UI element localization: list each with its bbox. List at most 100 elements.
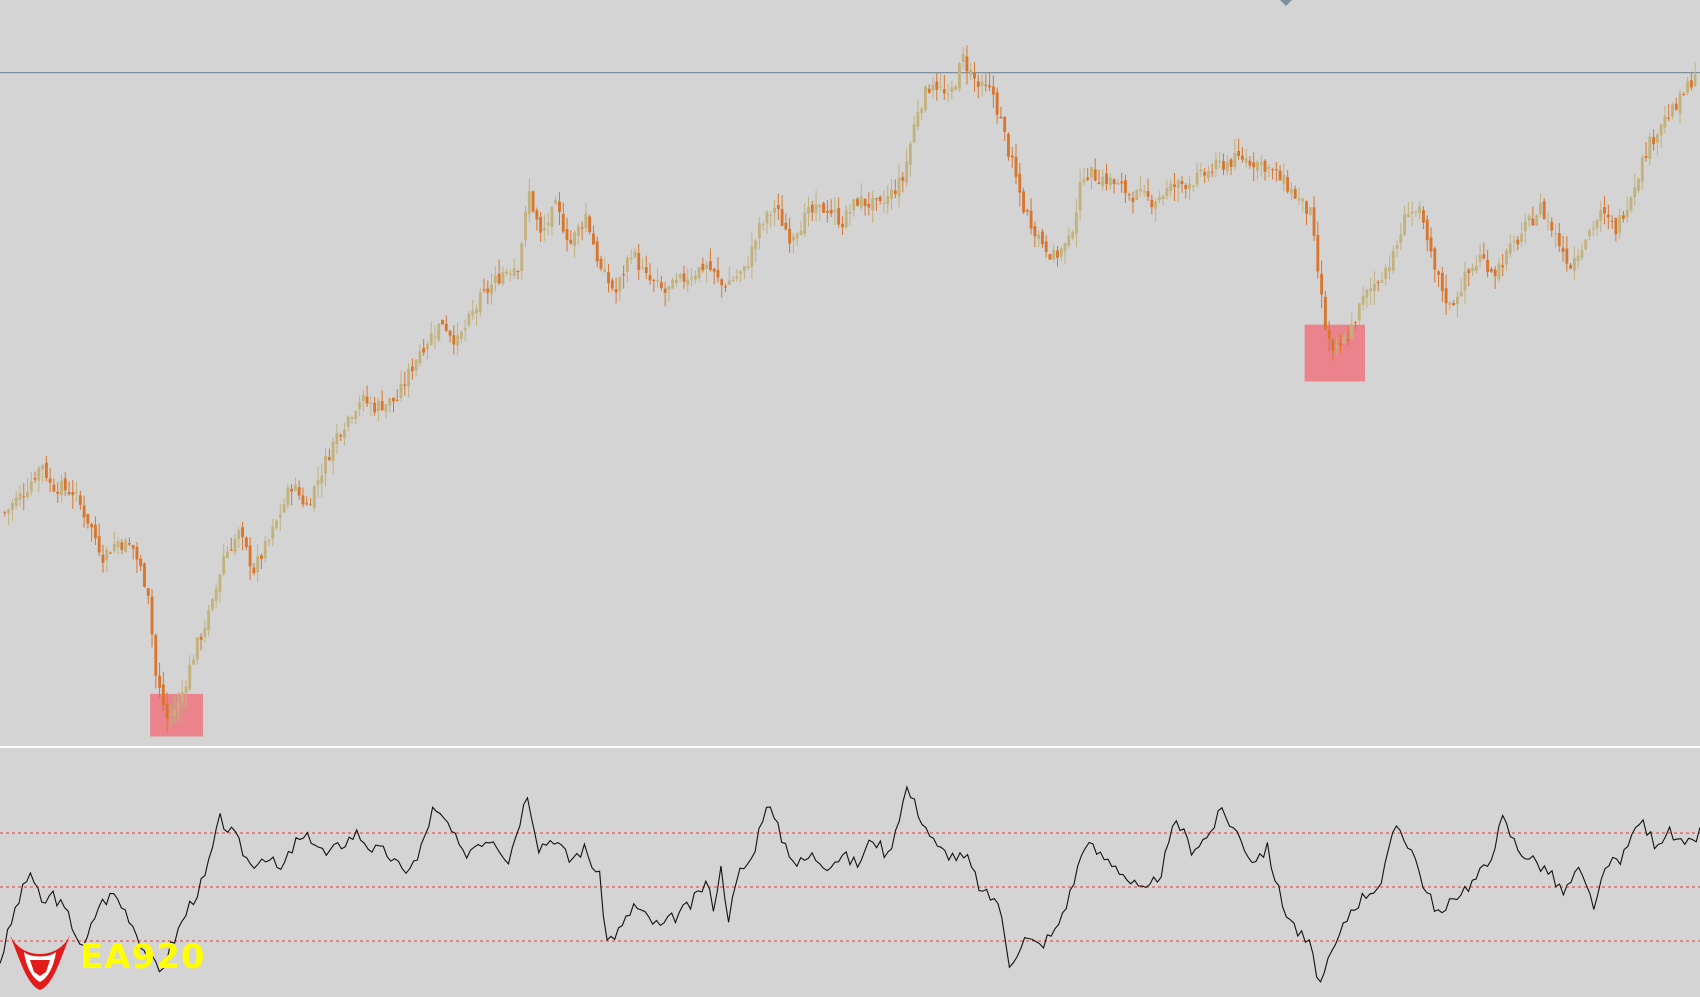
candle [675,272,678,288]
candle-body [531,191,535,212]
candle [1059,246,1063,262]
candle [957,61,961,92]
candle-body [388,398,392,406]
candle [1452,299,1456,306]
candle [376,397,380,422]
candle-body [916,111,920,127]
candle-body [784,222,788,230]
candle [426,340,429,360]
candle-body [1022,191,1025,213]
top-marker [1280,0,1292,6]
candle [109,551,112,554]
candle [980,74,984,97]
candle-body [897,177,901,197]
candle [486,280,490,305]
candle-body [467,313,471,326]
candle [184,680,188,708]
candle-body [659,282,663,288]
candle-body [1486,259,1490,273]
candle-body [912,124,916,143]
candle [1101,169,1105,191]
candle-body [422,347,426,353]
candle-body [256,555,260,573]
candle [754,239,758,263]
candle-body [1229,159,1233,167]
candle [795,231,799,246]
candle [471,299,475,321]
candle-body [841,223,844,228]
candle-body [203,628,207,637]
candle [1248,156,1252,169]
candle-body [297,487,301,496]
candle-body [1633,187,1637,198]
candle-body [1240,155,1244,160]
candle [305,496,309,506]
candle [1621,210,1625,223]
candle-body [1580,250,1584,258]
candle [667,285,671,302]
candle-body [376,400,380,412]
candle [1429,227,1433,258]
candle [1572,245,1576,281]
candle-body [380,401,384,411]
candle [878,194,882,205]
candle-body [716,270,720,278]
candle [912,115,916,144]
candle-body [63,478,67,491]
candle [1682,91,1686,96]
candle [1433,246,1437,283]
candle [324,447,328,487]
candle [1576,248,1580,268]
candle [361,389,365,412]
candle-body [671,279,675,289]
candle-body [1127,194,1131,196]
candle [195,637,199,665]
candle-body [316,480,320,485]
candle-body [1406,213,1410,218]
candle-body [320,475,324,484]
candle [509,269,512,282]
candle [595,236,599,268]
candle-body [946,93,950,95]
candle [1191,184,1195,193]
candle [856,197,859,207]
candle-body [607,272,610,284]
candle [1256,159,1259,180]
candle-body [773,207,776,213]
candle-body [622,274,626,276]
candle [1233,138,1237,170]
candle [384,404,388,419]
candle-body [856,198,859,206]
candle-body [1018,173,1022,193]
candle [399,370,403,402]
candle [1376,279,1380,292]
candle-body [37,468,41,481]
candle-body [1233,152,1237,168]
candle-body [1316,235,1320,272]
candle [1195,161,1199,188]
candle [301,487,305,508]
candle [1538,193,1542,218]
candle-body [1282,174,1286,184]
candle-body [788,228,792,244]
candle [1135,188,1139,201]
candle-body [1535,215,1539,226]
candle [1037,230,1041,248]
candle [954,83,958,91]
candle [1173,172,1176,202]
candle-body [252,567,256,574]
candle-body [395,399,399,401]
candle-body [1289,188,1293,194]
candle-body [173,710,177,717]
candle [97,523,101,557]
candle-body [139,558,143,567]
candle [871,191,875,224]
candle [1486,249,1490,278]
candle-body [1361,295,1365,305]
candle-body [871,197,875,211]
candle-body [346,416,350,427]
candle-body [1395,245,1399,249]
candle-body [1444,288,1448,304]
candle [905,148,909,187]
candle [293,477,297,492]
